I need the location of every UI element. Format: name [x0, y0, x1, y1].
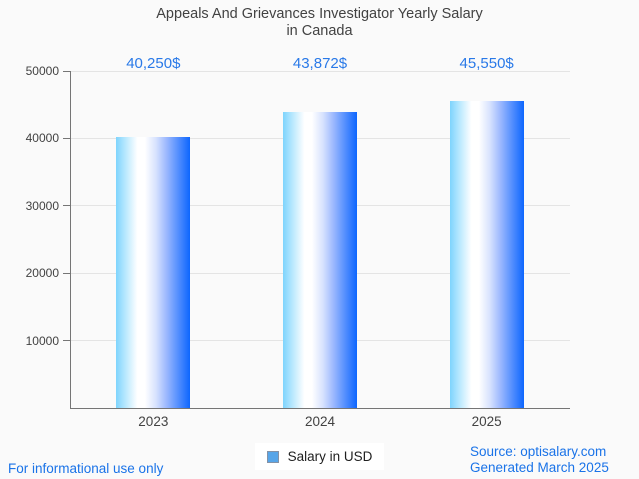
bar-2024[interactable] — [283, 112, 357, 408]
y-axis-tick-label: 50000 — [25, 64, 59, 78]
bar-2025[interactable] — [449, 100, 524, 408]
y-axis-tick-label: 40000 — [25, 131, 59, 146]
y-axis-tick-label: 30000 — [25, 198, 59, 213]
y-axis-tick-label: 20000 — [25, 266, 59, 281]
source-link[interactable]: Source: optisalary.com — [470, 444, 607, 459]
bar-2023[interactable] — [116, 136, 191, 408]
value-label: 45,550$ — [459, 55, 514, 72]
generated-date: Generated March 2025 — [470, 460, 609, 475]
x-axis-tick-label: 2023 — [138, 414, 169, 429]
disclaimer-text: For informational use only — [8, 461, 164, 476]
legend-item-salary[interactable]: Salary in USD — [254, 443, 385, 470]
chart-title-line1: Appeals And Grievances Investigator Year… — [156, 6, 483, 22]
legend: Salary in USD — [0, 443, 639, 470]
y-axis-tick — [63, 340, 70, 342]
y-axis-tick-label: 10000 — [25, 333, 59, 348]
x-axis-line — [70, 408, 570, 409]
y-axis-line — [70, 71, 71, 408]
x-axis-tick-label: 2024 — [304, 414, 336, 429]
x-axis-tick-label: 2025 — [471, 414, 502, 429]
y-axis-tick — [63, 205, 70, 207]
legend-label: Salary in USD — [287, 449, 373, 464]
y-axis-tick — [63, 70, 70, 72]
value-label: 43,872$ — [292, 55, 348, 72]
y-axis-tick — [63, 272, 70, 274]
y-axis-tick — [63, 137, 70, 139]
chart-title: Appeals And Grievances Investigator Year… — [0, 6, 639, 40]
source-block: Source: optisalary.com Generated March 2… — [470, 444, 609, 476]
gridline — [70, 70, 570, 72]
chart-title-line2: in Canada — [286, 23, 353, 39]
value-label: 40,250$ — [126, 55, 181, 72]
series-marker-icon — [266, 450, 279, 463]
